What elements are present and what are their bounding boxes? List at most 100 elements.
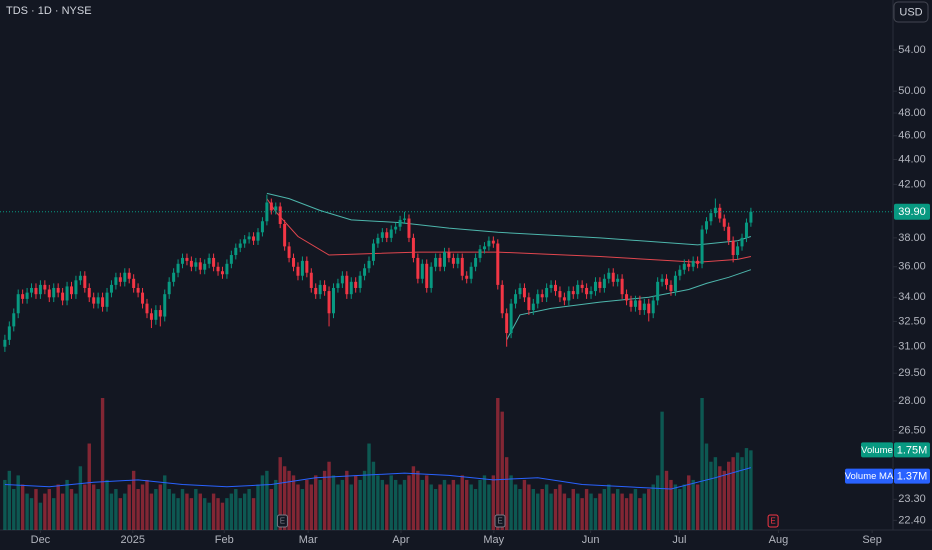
volume-bar [704, 443, 709, 530]
volume-bar [700, 398, 704, 530]
candle-body [509, 303, 513, 334]
volume-bar [211, 493, 216, 530]
volume-bar [358, 479, 362, 530]
candle-body [167, 281, 171, 295]
candle-body [52, 287, 56, 298]
volume-bar [500, 411, 504, 530]
candle-body [474, 257, 478, 267]
candle-body [691, 260, 695, 267]
volume-bar [695, 484, 700, 530]
candle-body [678, 269, 682, 276]
candle-body [43, 284, 47, 290]
volume-bar [655, 475, 660, 530]
candle-body [154, 310, 158, 320]
earnings-label[interactable]: E [280, 517, 285, 526]
candle-body [225, 263, 229, 275]
y-tick-label: 38.00 [898, 232, 926, 244]
volume-bar [247, 489, 251, 530]
indicator-line [266, 198, 752, 263]
volume-bar [38, 502, 43, 530]
candle-body [673, 275, 677, 292]
candle-body [96, 297, 100, 304]
candle-body [371, 243, 375, 261]
candle-body [101, 297, 105, 307]
volume-bar [318, 479, 322, 530]
volume-bar [447, 484, 451, 530]
volume-value: 1.75M [897, 444, 928, 456]
candle-body [425, 263, 429, 288]
candle-body [176, 263, 180, 273]
candle-body [580, 284, 584, 288]
volume-bar [407, 475, 411, 530]
volume-bar [96, 489, 100, 530]
candle-body [256, 232, 260, 241]
earnings-marker[interactable] [767, 514, 779, 528]
candle-body [740, 237, 744, 247]
candle-body [727, 226, 731, 241]
volume-bar [611, 493, 615, 530]
candle-body [274, 206, 278, 211]
candle-body [567, 291, 571, 301]
indicator-line [506, 269, 752, 341]
volume-bar [56, 484, 60, 530]
volume-bar [647, 489, 651, 530]
volume-bar [664, 470, 669, 530]
volume-bar [149, 493, 154, 530]
candle-body [216, 266, 220, 272]
candle-body [656, 281, 660, 301]
volume-value-box [894, 442, 930, 458]
candle-body [7, 326, 11, 340]
candle-body [607, 272, 611, 279]
volume-bar [194, 489, 198, 530]
candle-body [731, 240, 735, 256]
candle-body [69, 286, 73, 295]
volume-bar [216, 498, 220, 530]
candle-body [287, 246, 291, 258]
candle-body [660, 278, 664, 282]
currency[interactable]: USD [899, 6, 922, 18]
candle-body [363, 268, 367, 276]
currency-box[interactable] [893, 1, 929, 23]
candle-body [234, 247, 238, 256]
volume-bar [309, 484, 313, 530]
candle-body [700, 229, 704, 264]
volume-bar [163, 475, 167, 530]
earnings-label[interactable]: E [497, 517, 502, 526]
volume-bar [567, 498, 571, 530]
candle-body [78, 275, 82, 281]
candle-body [482, 246, 486, 250]
earnings-marker[interactable] [276, 514, 288, 528]
candle-body [323, 284, 327, 292]
volume-bar [34, 489, 38, 530]
volume-bar [509, 475, 513, 530]
y-tick-label: 34.00 [898, 291, 926, 303]
volume-bar [367, 443, 371, 530]
volume-bar [411, 466, 416, 530]
volume-bar [465, 479, 469, 530]
volume-bar [726, 461, 731, 530]
volume-ma-line [4, 467, 752, 490]
volume-bar [176, 498, 180, 530]
volume-bar [109, 493, 114, 530]
volume-bar [322, 470, 327, 530]
x-tick-label: Aug [769, 534, 789, 546]
candle-body [132, 278, 136, 288]
candle-body [118, 277, 122, 282]
volume-bar [536, 493, 540, 530]
earnings-label[interactable]: E [770, 517, 775, 526]
candle-body [34, 287, 38, 295]
candle-body [114, 277, 118, 285]
candle-body [220, 271, 224, 275]
candle-body [163, 294, 167, 317]
volume-bar [540, 489, 544, 530]
volume-bar [349, 484, 353, 530]
volume-bar [83, 484, 87, 530]
candle-body [443, 252, 447, 267]
candle-body [429, 266, 433, 288]
candle-body [252, 236, 256, 241]
candle-body [651, 300, 655, 314]
earnings-marker[interactable] [494, 514, 506, 528]
volume-bar [265, 470, 269, 530]
candle-body [540, 294, 544, 298]
candle-body [141, 292, 145, 304]
